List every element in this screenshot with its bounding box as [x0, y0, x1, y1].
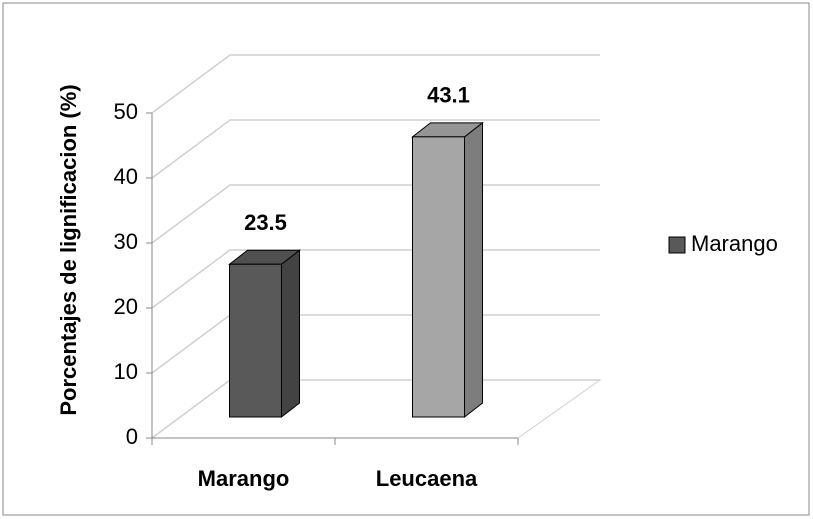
grid-line: [151, 54, 600, 114]
data-label: 23.5: [244, 210, 287, 235]
y-tick-label: 40: [114, 164, 138, 189]
y-tick-label: 10: [114, 359, 138, 384]
y-tick-label: 20: [114, 294, 138, 319]
grid-line: [151, 119, 600, 179]
bar: [412, 136, 465, 418]
y-tick-label: 0: [126, 424, 138, 449]
data-label: 43.1: [427, 83, 470, 108]
x-tick-label: Marango: [198, 466, 290, 491]
x-tick-label: Leucaena: [376, 466, 478, 491]
legend-swatch: [668, 236, 686, 254]
y-axis-label: Porcentajes de lignificacion (%): [56, 84, 81, 415]
legend-label: Marango: [691, 231, 778, 256]
y-tick-label: 30: [114, 229, 138, 254]
bar-side: [281, 249, 300, 419]
y-tick-label: 50: [114, 99, 138, 124]
bar-side: [464, 121, 483, 419]
bar: [229, 263, 282, 418]
